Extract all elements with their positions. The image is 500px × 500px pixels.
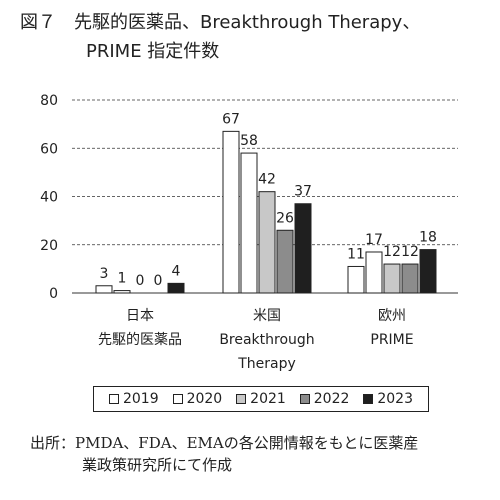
data-label: 58 (240, 133, 258, 149)
data-label: 12 (383, 244, 401, 260)
chart-title: 図７ 先駆的医薬品、Breakthrough Therapy、 PRIME 指定… (20, 8, 490, 66)
y-tick-label: 0 (49, 286, 58, 302)
category-label: 先駆的医薬品 (98, 332, 182, 348)
bar-2022-cat1 (276, 229, 294, 294)
bar-2023-cat0 (167, 282, 185, 294)
data-label: 26 (276, 210, 294, 226)
y-tick-label: 40 (40, 190, 58, 206)
legend-label: 2022 (313, 391, 350, 407)
bar-2019-cat2 (347, 265, 365, 294)
legend-label: 2023 (377, 391, 413, 407)
category-label: Therapy (237, 356, 296, 372)
bar-2022-cat2 (401, 263, 419, 294)
title-line-2: PRIME 指定件数 (86, 41, 220, 62)
data-label: 4 (172, 263, 181, 279)
legend-swatch (108, 394, 119, 404)
bar-2020-cat1 (240, 152, 258, 294)
data-label: 0 (154, 273, 163, 289)
legend-swatch (363, 394, 374, 404)
source-line-1: 出所：PMDA、FDA、EMAの各公開情報をもとに医薬産 (30, 434, 419, 452)
legend-item-2023: 2023 (363, 391, 413, 407)
legend-item-2019: 2019 (108, 391, 159, 407)
data-label: 1 (118, 271, 127, 287)
data-label: 11 (347, 246, 365, 262)
legend-item-2020: 2020 (172, 391, 223, 407)
title-line-1: 図７ 先駆的医薬品、Breakthrough Therapy、 (20, 12, 421, 33)
bar-2020-cat0 (113, 290, 131, 294)
legend-item-2022: 2022 (299, 391, 350, 407)
bar-2023-cat2 (419, 249, 437, 294)
legend: 2019 2020 2021 2022 2023 (93, 386, 429, 412)
bars (95, 130, 437, 294)
legend-item-2021: 2021 (236, 391, 286, 407)
data-label: 18 (419, 230, 437, 246)
legend-label: 2021 (250, 391, 286, 407)
category-label: 欧州 (378, 308, 406, 324)
category-label: PRIME (370, 332, 413, 348)
category-label: 米国 (253, 308, 281, 324)
legend-label: 2020 (186, 391, 223, 407)
legend-swatch (299, 394, 310, 404)
category-label: 日本 (126, 308, 154, 324)
data-label: 42 (258, 172, 276, 188)
y-axis-ticks: 0 20 40 60 80 (40, 93, 58, 302)
data-label: 3 (100, 266, 109, 282)
y-tick-label: 60 (40, 141, 58, 157)
source-note: 出所：PMDA、FDA、EMAの各公開情報をもとに医薬産 業政策研究所にて作成 (30, 432, 490, 476)
data-label: 67 (222, 111, 240, 127)
bar-2019-cat1 (222, 130, 240, 294)
legend-swatch (172, 394, 183, 404)
source-line-2: 業政策研究所にて作成 (82, 456, 233, 474)
legend-swatch (236, 394, 247, 404)
data-label: 17 (365, 232, 383, 248)
y-tick-label: 20 (40, 238, 58, 254)
data-label: 12 (401, 244, 419, 260)
bar-2023-cat1 (294, 203, 312, 294)
data-label: 0 (136, 273, 145, 289)
bar-2019-cat0 (95, 285, 113, 294)
bar-2021-cat2 (383, 263, 401, 294)
y-tick-label: 80 (40, 93, 58, 109)
data-label: 37 (294, 184, 312, 200)
category-label: Breakthrough (219, 332, 314, 348)
bar-2021-cat1 (258, 191, 276, 294)
legend-label: 2019 (122, 391, 159, 407)
bar-2020-cat2 (365, 251, 383, 294)
